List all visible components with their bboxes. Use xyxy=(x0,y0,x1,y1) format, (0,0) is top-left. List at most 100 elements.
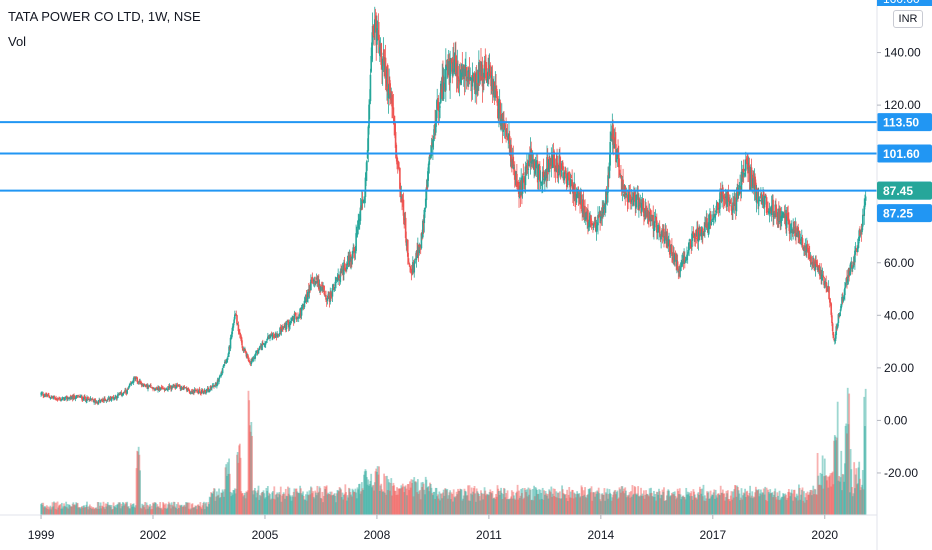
candle-body xyxy=(413,263,416,273)
volume-bar xyxy=(153,502,156,515)
volume-bar xyxy=(305,500,308,515)
volume-bar xyxy=(427,486,430,515)
volume-bar xyxy=(168,503,171,515)
volume-bar xyxy=(478,496,481,515)
volume-bar xyxy=(177,507,180,515)
volume-bar xyxy=(111,509,114,515)
volume-bar xyxy=(618,487,621,515)
candle-body xyxy=(775,212,778,218)
candle-body xyxy=(485,65,487,71)
candle-body xyxy=(231,331,233,337)
candle-body xyxy=(243,348,245,351)
volume-bar xyxy=(628,492,631,515)
volume-bar xyxy=(200,507,202,515)
volume-bar xyxy=(391,495,393,515)
volume-bar xyxy=(83,505,86,515)
volume-bar xyxy=(586,495,589,515)
volume-bar xyxy=(561,489,564,515)
volume-bar xyxy=(106,503,108,515)
volume-bar xyxy=(807,494,810,515)
volume-bar xyxy=(730,491,733,515)
volume-bar xyxy=(611,497,614,515)
volume-bar xyxy=(92,507,95,515)
volume-bar xyxy=(96,508,98,515)
volume-bar xyxy=(121,506,124,515)
candle-body xyxy=(686,254,688,260)
candle-body xyxy=(154,388,156,390)
volume-bar xyxy=(762,492,764,515)
volume-bar xyxy=(249,431,252,515)
candle-body xyxy=(330,291,332,298)
volume-bar xyxy=(604,492,607,515)
volume-bar xyxy=(472,491,474,515)
candle-body xyxy=(257,349,260,354)
volume-bar xyxy=(423,489,426,515)
volume-bar xyxy=(699,489,702,515)
volume-bar xyxy=(99,505,101,515)
volume-bar xyxy=(426,487,429,515)
candle-body xyxy=(755,191,758,203)
volume-bar xyxy=(233,488,236,515)
candle-body xyxy=(174,384,177,389)
candle-body xyxy=(544,175,546,182)
level-price-tag-bg xyxy=(877,144,932,163)
volume-bar xyxy=(292,491,295,515)
candle-body xyxy=(597,215,599,226)
volume-bar xyxy=(600,494,603,515)
volume-bar xyxy=(261,491,263,515)
candle-body xyxy=(127,389,129,390)
volume-bar xyxy=(383,473,385,515)
volume-bar xyxy=(595,493,598,515)
time-axis-label: 2002 xyxy=(140,528,167,542)
volume-bar xyxy=(736,485,739,515)
volume-bar xyxy=(165,503,167,515)
volume-bar xyxy=(733,489,736,515)
candle-body xyxy=(652,215,655,229)
volume-bar xyxy=(559,498,562,515)
candle-body xyxy=(671,244,673,256)
candle-body xyxy=(476,83,479,95)
volume-bar xyxy=(653,490,655,515)
volume-bar xyxy=(541,498,543,515)
volume-bar xyxy=(226,475,228,515)
candle-body xyxy=(132,378,135,383)
currency-badge[interactable]: INR xyxy=(893,10,923,28)
candle-body xyxy=(183,387,186,388)
candle-body xyxy=(761,198,764,203)
volume-bar xyxy=(171,504,174,515)
volume-bar xyxy=(266,486,269,515)
volume-bar xyxy=(862,489,865,515)
volume-bar xyxy=(583,494,586,515)
volume-bar xyxy=(386,475,388,515)
candle-body xyxy=(61,398,63,400)
volume-bar xyxy=(609,492,612,515)
volume-indicator-label[interactable]: Vol xyxy=(8,34,27,49)
candle-body xyxy=(779,208,782,222)
candle-body xyxy=(592,223,595,228)
volume-bar xyxy=(353,491,356,515)
volume-bar xyxy=(773,491,776,515)
candle-body xyxy=(587,209,589,227)
candle-body xyxy=(289,321,291,326)
volume-bar xyxy=(640,495,643,515)
volume-bar xyxy=(828,476,830,515)
volume-bar xyxy=(657,494,660,515)
candle-body xyxy=(424,198,427,207)
volume-bar xyxy=(145,502,148,515)
volume-bar xyxy=(505,493,508,515)
volume-bar xyxy=(195,509,198,515)
candle-body xyxy=(453,60,456,72)
volume-bar xyxy=(243,494,246,515)
candle-body xyxy=(829,302,832,304)
volume-bar xyxy=(55,509,58,515)
volume-bar xyxy=(634,487,637,515)
volume-bar xyxy=(447,495,450,515)
candle-body xyxy=(758,199,761,201)
volume-bar xyxy=(165,508,168,515)
volume-bar xyxy=(209,497,212,515)
price-axis-label: 60.00 xyxy=(884,256,914,270)
candle-body xyxy=(298,314,301,317)
candle-body xyxy=(280,328,283,332)
candle-body xyxy=(320,286,322,292)
